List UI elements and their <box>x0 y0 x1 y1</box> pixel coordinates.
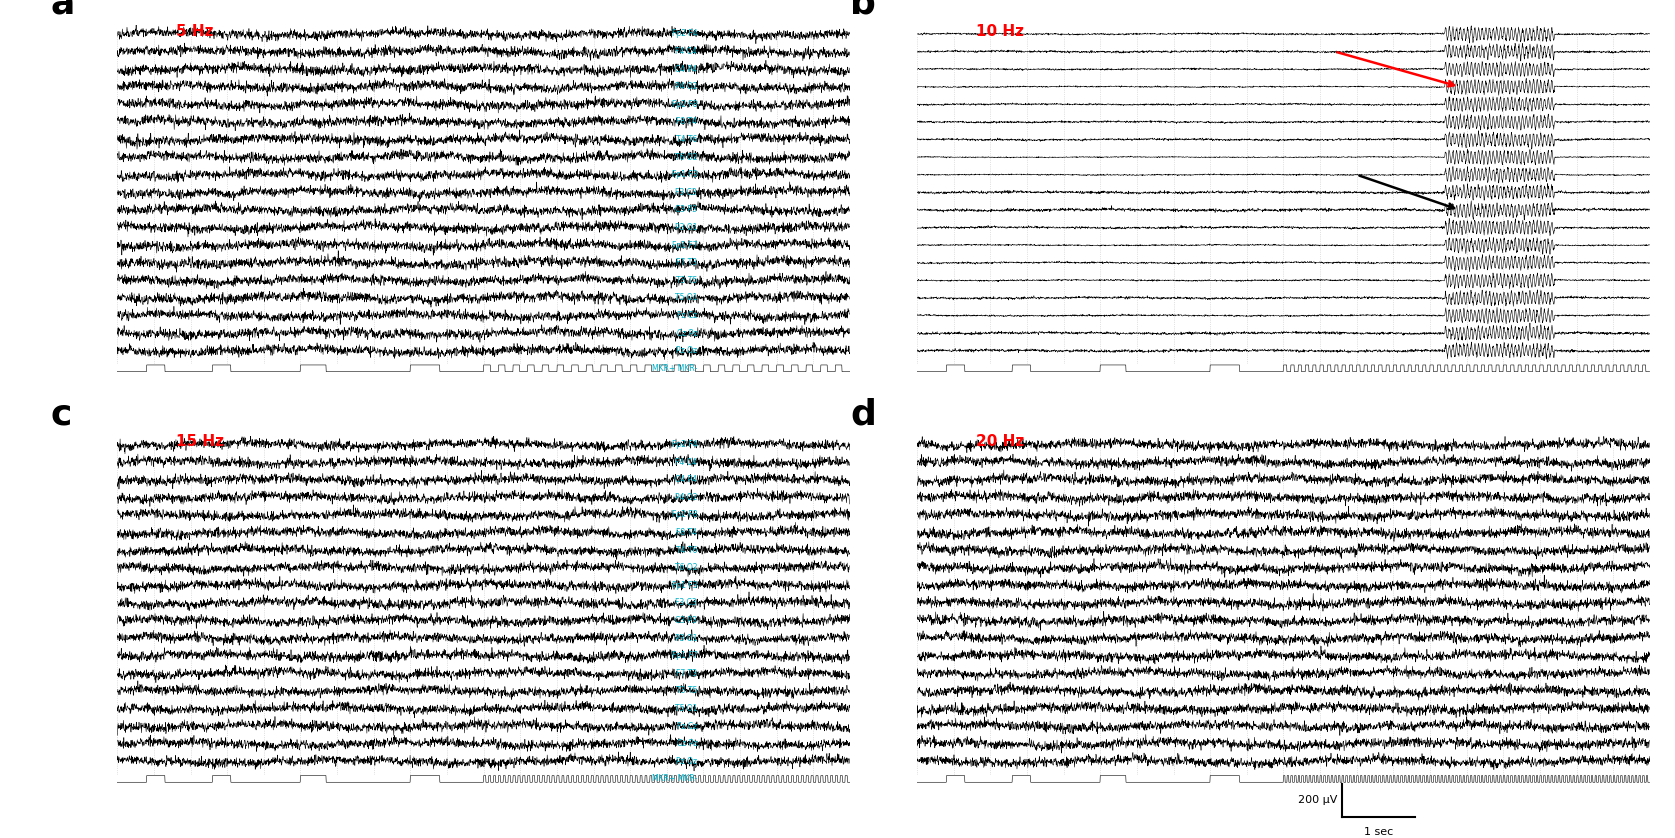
Text: MKR+ MKR-: MKR+ MKR- <box>652 364 697 373</box>
Text: T6 O2: T6 O2 <box>675 563 697 572</box>
Text: Fz Cz: Fz Cz <box>677 311 697 320</box>
Text: 20 Hz: 20 Hz <box>975 434 1023 449</box>
Text: Fp1 F3: Fp1 F3 <box>672 581 697 590</box>
Text: F3 C3: F3 C3 <box>675 188 697 197</box>
Text: 10 Hz: 10 Hz <box>975 23 1023 39</box>
Text: Cz Pz: Cz Pz <box>677 739 697 748</box>
Text: Fp1 F7: Fp1 F7 <box>672 651 697 660</box>
Text: F4 C4: F4 C4 <box>675 458 697 467</box>
Text: d: d <box>849 397 876 432</box>
Text: F8 T4: F8 T4 <box>677 117 697 127</box>
Text: C4 P4: C4 P4 <box>675 475 697 484</box>
Text: F3 C3: F3 C3 <box>675 598 697 608</box>
Text: T3 T5: T3 T5 <box>675 686 697 696</box>
Text: Fp2 F4: Fp2 F4 <box>672 29 697 39</box>
Text: Fp2 F8: Fp2 F8 <box>672 510 697 520</box>
Text: C3 P3: C3 P3 <box>675 205 697 215</box>
Text: Cz Pz: Cz Pz <box>677 328 697 338</box>
Text: T3 T5: T3 T5 <box>675 276 697 285</box>
Text: b: b <box>849 0 876 21</box>
Text: 1 sec: 1 sec <box>1363 827 1394 837</box>
Text: Fp2 F8: Fp2 F8 <box>672 100 697 109</box>
Text: C3 P3: C3 P3 <box>675 616 697 625</box>
Text: T5 O1: T5 O1 <box>675 293 697 303</box>
Text: 15 Hz: 15 Hz <box>176 434 224 449</box>
Text: a: a <box>50 0 75 21</box>
Text: F4 C4: F4 C4 <box>675 47 697 56</box>
Text: P3 O1: P3 O1 <box>675 634 697 643</box>
Text: Fp1 F7: Fp1 F7 <box>672 241 697 250</box>
Text: MKR+ MKR-: MKR+ MKR- <box>652 774 697 784</box>
Text: 200 μV: 200 μV <box>1298 795 1337 805</box>
Text: Fz Cz: Fz Cz <box>677 722 697 731</box>
Text: T4 T6: T4 T6 <box>675 546 697 555</box>
Text: P4 O2: P4 O2 <box>675 82 697 91</box>
Text: P3 O1: P3 O1 <box>675 223 697 232</box>
Text: T4 T6: T4 T6 <box>675 135 697 144</box>
Text: Pz Oz: Pz Oz <box>677 346 697 355</box>
Text: Pz Oz: Pz Oz <box>677 757 697 766</box>
Text: P4 O2: P4 O2 <box>675 493 697 502</box>
Text: Fp2 F4: Fp2 F4 <box>672 440 697 449</box>
Text: T5 O1: T5 O1 <box>675 704 697 713</box>
Text: c: c <box>50 397 72 432</box>
Text: C4 P4: C4 P4 <box>675 65 697 74</box>
Text: Fp1 F3: Fp1 F3 <box>672 170 697 179</box>
Text: F7 T3: F7 T3 <box>677 669 697 678</box>
Text: T6 O2: T6 O2 <box>675 153 697 162</box>
Text: F7 T3: F7 T3 <box>677 258 697 267</box>
Text: F8 T4: F8 T4 <box>677 528 697 537</box>
Text: 5 Hz: 5 Hz <box>176 23 213 39</box>
